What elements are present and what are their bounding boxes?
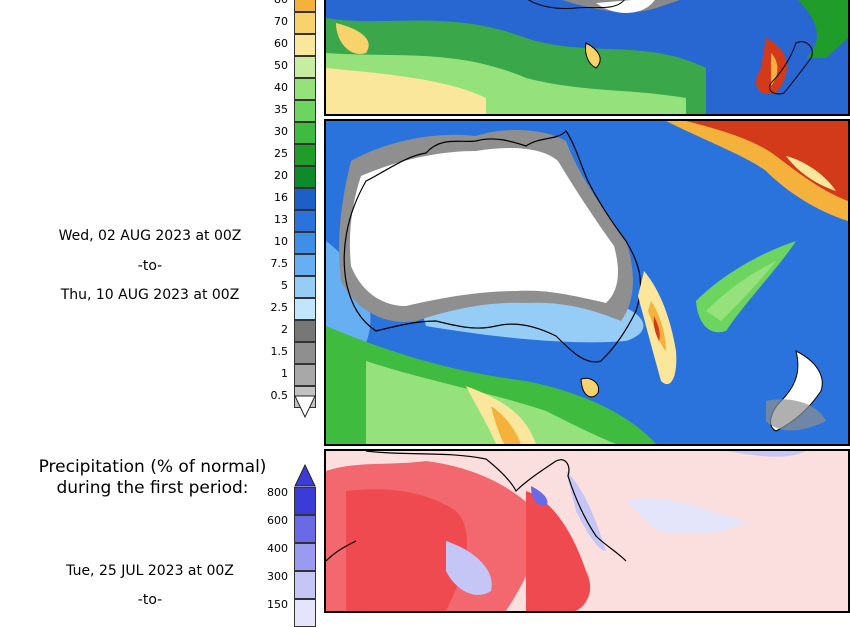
precip-colorbar-labels: 80 70 60 50 40 35 30 25 20 16 13 10 7.5 5 2.5 2 1.5 1 0.5 (262, 0, 290, 420)
colorbar-swatch (294, 364, 316, 386)
colorbar-tick-label: 80 (262, 0, 288, 6)
map-percent-normal (324, 449, 850, 613)
colorbar-swatch (294, 515, 316, 543)
colorbar-tick-label: 10 (274, 235, 288, 248)
colorbar-tick-label: 400 (267, 542, 288, 555)
percent-title-line1: Precipitation (% of normal) (38, 457, 267, 477)
colorbar-tick-label: 600 (267, 514, 288, 527)
colorbar-tick-label: 60 (274, 37, 288, 50)
colorbar-swatch (294, 100, 316, 122)
percent-period-start: Tue, 25 JUL 2023 at 00Z (66, 563, 234, 579)
map-precip-australia (324, 119, 850, 446)
colorbar-tick-label: 7.5 (270, 257, 289, 270)
colorbar-tick-label: 50 (274, 59, 288, 72)
colorbar-tick-label: 300 (267, 570, 288, 583)
precip-colorbar (294, 0, 316, 420)
first-period-separator: -to- (137, 258, 163, 274)
percent-title-line2: during the first period: (56, 478, 249, 498)
colorbar-swatch (294, 78, 316, 100)
colorbar-tick-label: 25 (274, 147, 288, 160)
percent-colorbar-labels: 800 600 400 300 150 (262, 486, 290, 611)
colorbar-tick-label: 1 (281, 367, 288, 380)
colorbar-tick-label: 1.5 (270, 345, 289, 358)
colorbar-swatch (294, 210, 316, 232)
colorbar-arrow-down (294, 395, 316, 419)
first-period-start: Wed, 02 AUG 2023 at 00Z (58, 228, 242, 244)
colorbar-tick-label: 35 (274, 103, 288, 116)
colorbar-swatch (294, 56, 316, 78)
colorbar-swatch (294, 571, 316, 599)
colorbar-swatch (294, 543, 316, 571)
colorbar-tick-label: 2 (281, 323, 288, 336)
colorbar-tick-label: 16 (274, 191, 288, 204)
colorbar-swatch (294, 34, 316, 56)
colorbar-swatch (294, 0, 316, 12)
colorbar-tick-label: 30 (274, 125, 288, 138)
colorbar-tick-label: 0.5 (270, 389, 289, 402)
colorbar-tick-label: 40 (274, 81, 288, 94)
colorbar-tick-label: 5 (281, 279, 288, 292)
colorbar-swatch (294, 188, 316, 210)
colorbar-tick-label: 800 (267, 486, 288, 499)
percent-period-separator: -to- (137, 592, 163, 608)
colorbar-swatch (294, 320, 316, 342)
colorbar-swatch (294, 122, 316, 144)
colorbar-swatch (294, 232, 316, 254)
percent-colorbar (294, 463, 316, 627)
colorbar-tick-label: 2.5 (270, 301, 289, 314)
colorbar-arrow-up (294, 463, 316, 487)
colorbar-swatch (294, 144, 316, 166)
colorbar-swatch (294, 12, 316, 34)
colorbar-tick-label: 13 (274, 213, 288, 226)
map-top-partial (324, 0, 850, 116)
colorbar-swatch (294, 342, 316, 364)
colorbar-tick-label: 20 (274, 169, 288, 182)
colorbar-swatch (294, 276, 316, 298)
colorbar-swatch (294, 166, 316, 188)
colorbar-swatch (294, 298, 316, 320)
colorbar-tick-label: 70 (274, 15, 288, 28)
first-period-end: Thu, 10 AUG 2023 at 00Z (60, 287, 240, 303)
colorbar-swatch (294, 254, 316, 276)
colorbar-swatch (294, 487, 316, 515)
